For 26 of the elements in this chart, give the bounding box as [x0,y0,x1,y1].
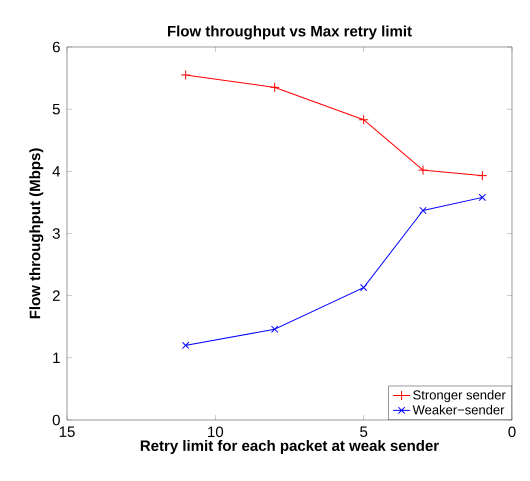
legend-label: Stronger sender [413,390,506,402]
x-tick-label: 10 [208,426,224,438]
y-tick-label: 3 [52,228,60,239]
point [477,170,488,181]
point [418,165,428,176]
y-tick-label: 0 [52,414,60,426]
y-tick-label: 5 [52,104,60,114]
point [478,194,486,202]
x-tick-label: 15 [60,426,75,437]
point [419,206,427,214]
point [182,342,190,350]
legend-label: Weaker−sender [412,404,504,414]
x-axis-title: Retry limit for each packet at weak sender [140,440,439,454]
point [360,284,368,292]
y-tick-label: 1 [53,352,60,363]
point [270,326,278,333]
point [180,70,191,80]
chart-title: Flow throughput vs Max retry limit [168,25,412,40]
x-tick-label: 5 [360,426,368,437]
y-axis-title: Flow throughput (Mbps) [29,148,44,318]
x-tick-label: 0 [508,426,516,438]
y-tick-label: 4 [52,166,60,176]
y-tick-label: 6 [52,42,60,52]
point [270,82,280,92]
y-tick-label: 2 [52,290,60,301]
point [358,114,369,125]
